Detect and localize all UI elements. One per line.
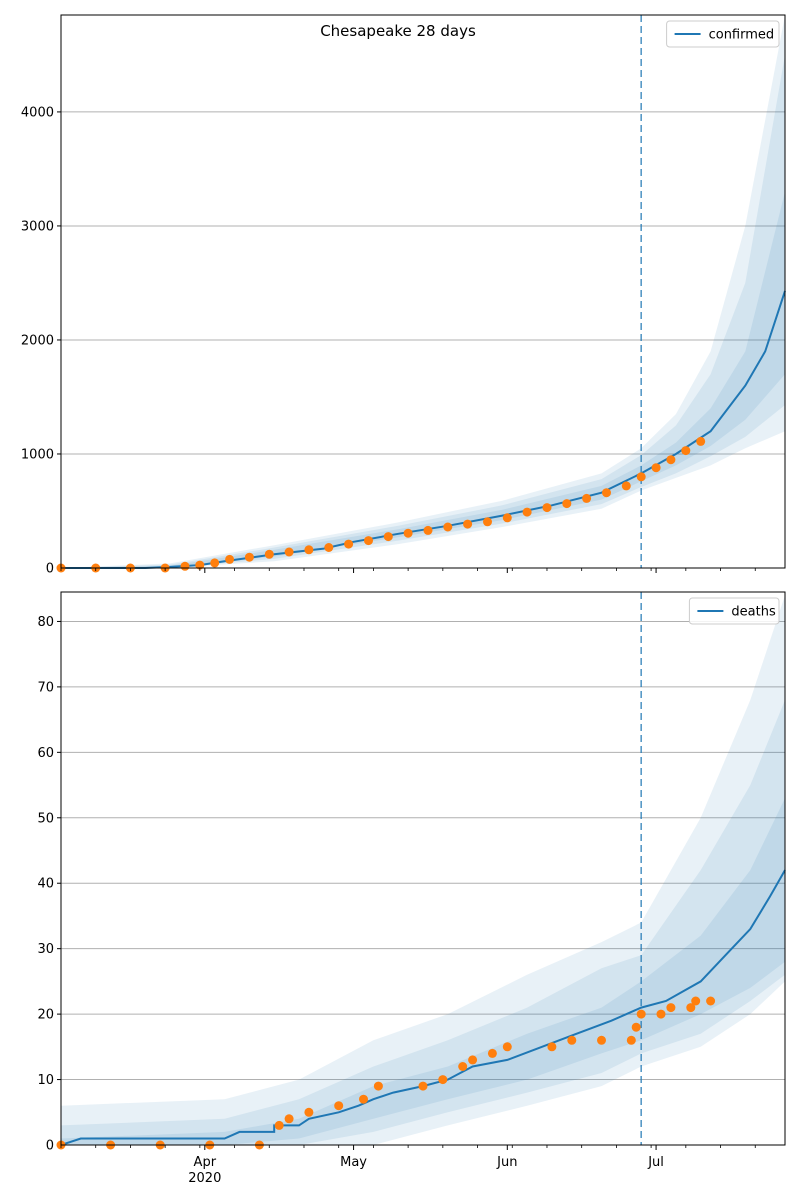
data-point [487,1048,497,1058]
data-point [359,1094,368,1104]
data-point [666,1003,676,1013]
data-point [621,481,631,491]
data-point [562,499,572,509]
data-point [438,1075,448,1085]
y-tick-label: 3000 [21,219,54,234]
data-point [304,545,314,555]
legend-box [688,597,780,625]
data-point [423,525,433,535]
data-point [522,507,532,517]
confidence-band [61,798,785,1145]
confidence-band [61,700,785,1145]
x-tick-label: Apr [194,1155,217,1170]
axes-frame [60,14,786,569]
data-point [706,996,716,1006]
y-tick-label: 0 [46,562,54,577]
y-tick-label: 50 [37,811,54,826]
data-point [210,558,220,568]
y-tick-label: 4000 [21,105,54,120]
data-point [656,1009,666,1019]
data-point [458,1062,468,1071]
data-point [686,1003,696,1013]
data-point [225,554,235,564]
y-tick-label: 60 [37,746,54,761]
x-tick-label: Jun [496,1155,517,1170]
data-point [483,517,492,527]
y-tick-label: 80 [37,615,54,630]
data-point [344,539,354,549]
data-point [626,1035,636,1045]
x-tick-label: Jul [647,1155,664,1170]
data-point [364,536,373,546]
y-tick-label: 2000 [21,333,54,348]
data-point [666,455,676,465]
data-point [334,1101,344,1111]
data-point [696,436,706,446]
data-point [180,561,190,571]
deaths-panel: 0 10 20 30 40 50 60 70 80 Apr May Jun Jul 2020 deaths [37,591,786,1186]
data-point [264,549,274,559]
data-point [636,472,646,482]
x-tick-label: May [340,1155,367,1170]
data-point [542,503,552,513]
data-point [582,493,592,503]
data-point [691,996,701,1006]
legend-label: deaths [731,605,776,620]
data-point [284,547,294,557]
data-point [403,528,413,538]
y-tick-label: 40 [37,877,54,892]
y-tick-label: 0 [46,1139,54,1154]
data-point [443,522,453,532]
y-tick-label: 20 [37,1008,54,1023]
data-point [602,488,611,498]
confidence-band [61,54,785,568]
data-point [284,1114,294,1124]
data-point [597,1035,606,1045]
data-point [418,1081,428,1091]
data-point [304,1107,314,1117]
y-tick-label: 30 [37,942,54,957]
data-point [502,1042,512,1052]
legend-label: confirmed [709,28,775,43]
data-point [502,513,512,523]
confidence-band [61,595,785,1145]
confirmed-panel: 0 1000 2000 3000 4000 confirmed [21,14,786,577]
confidence-band [61,15,785,568]
y-tick-label: 1000 [21,447,54,462]
y-tick-label: 10 [37,1073,54,1088]
data-point [636,1009,646,1019]
data-point [383,532,393,542]
legend-box [666,20,780,48]
y-tick-label: 70 [37,680,54,695]
median-line [60,869,786,1146]
data-point [463,519,473,529]
data-point [567,1035,577,1045]
figure-title: Chesapeake 28 days [320,22,476,40]
data-point [244,552,254,562]
data-point [195,560,205,570]
data-point [651,463,661,473]
data-point [274,1120,284,1130]
data-point [373,1081,383,1091]
data-point [681,446,691,456]
data-point [631,1022,641,1032]
confidence-band [61,191,785,568]
data-point [324,543,334,552]
x-year-label: 2020 [188,1171,221,1186]
data-point [547,1042,557,1052]
data-point [468,1055,478,1065]
axes-frame [60,591,786,1146]
